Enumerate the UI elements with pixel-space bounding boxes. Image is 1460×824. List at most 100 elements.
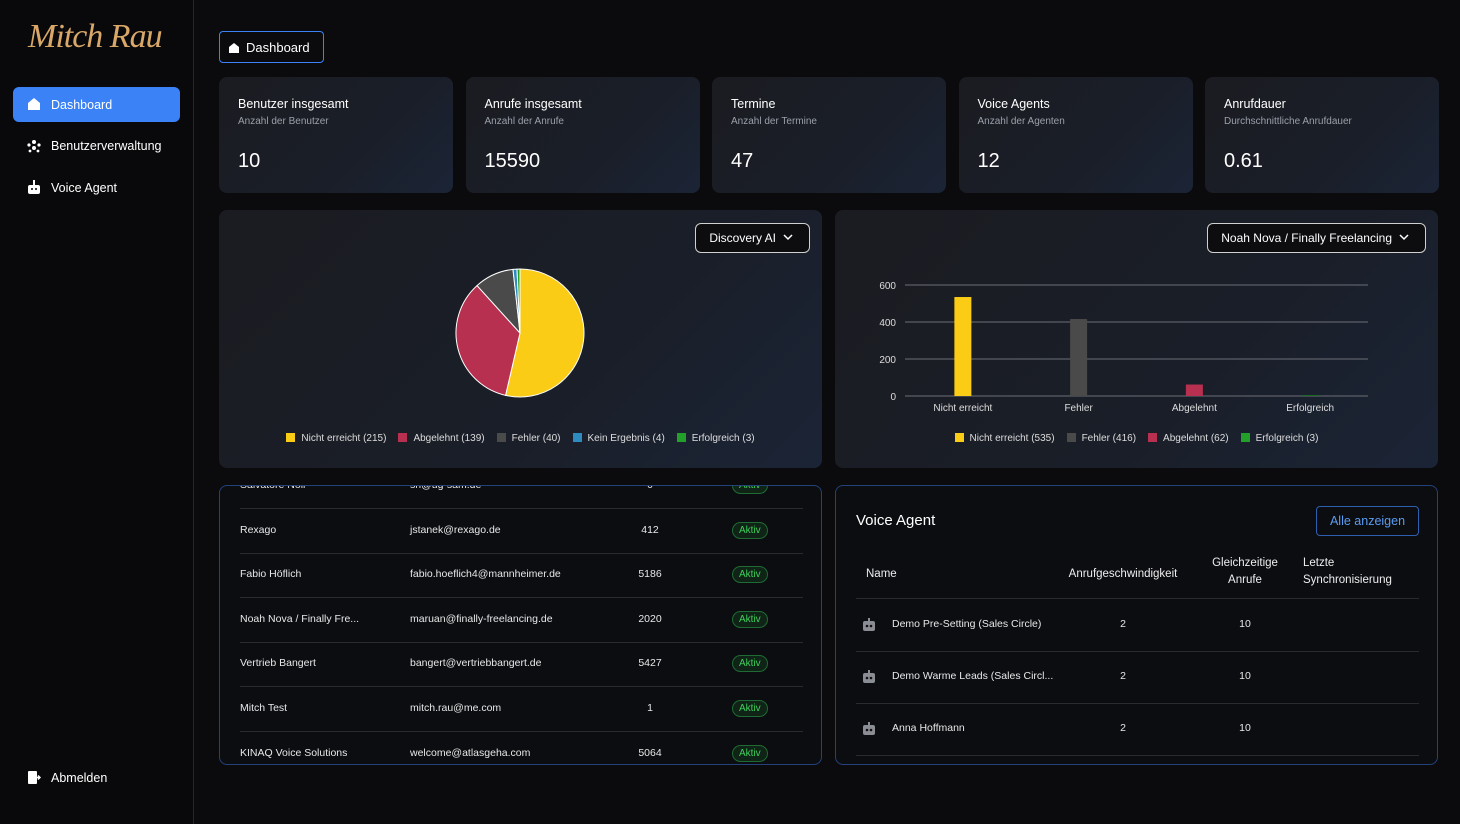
logout[interactable]: Abmelden bbox=[13, 760, 180, 795]
header-divider bbox=[856, 598, 1419, 599]
section-title: Voice Agent bbox=[856, 512, 936, 529]
stat-value: 47 bbox=[731, 150, 754, 172]
nav-label: Dashboard bbox=[51, 97, 113, 112]
cell: fabio.hoeflich4@mannheimer.de bbox=[410, 568, 561, 581]
nav-label: Benutzerverwaltung bbox=[51, 138, 162, 153]
nav-item[interactable]: Benutzerverwaltung bbox=[13, 128, 180, 163]
show-all-button[interactable]: Alle anzeigen bbox=[1316, 506, 1419, 536]
stat-title: Benutzer insgesamt bbox=[238, 97, 349, 111]
row-divider bbox=[240, 552, 803, 554]
cell: Vertrieb Bangert bbox=[240, 657, 316, 670]
stat-card: Anrufdauer Durchschnittliche Anrufdauer 0.… bbox=[1205, 77, 1439, 193]
dropdown[interactable]: Discovery AI bbox=[695, 223, 810, 253]
column-header: Letzte Synchronisierung bbox=[1303, 557, 1392, 586]
stat-card: Anrufe insgesamt Anzahl der Anrufe 15590 bbox=[465, 77, 700, 193]
cell: Mitch Test bbox=[240, 702, 288, 714]
stat-subtitle: Anzahl der Anrufe bbox=[484, 116, 565, 127]
legend-item: Kein Ergebnis (4) bbox=[572, 433, 665, 444]
nav-item[interactable]: Voice Agent bbox=[13, 170, 180, 205]
bar-card: Noah Nova / Finally Freelancing Nicht er… bbox=[835, 210, 1438, 468]
nav-item[interactable]: Dashboard bbox=[13, 87, 180, 122]
users-table: Salvatore Noli sn@ug-sam.de 0 Aktiv Rexago js… bbox=[219, 485, 822, 765]
cell: Anna Hoffmann bbox=[892, 722, 965, 734]
dropdown[interactable]: Noah Nova / Finally Freelancing bbox=[1207, 223, 1426, 253]
legend-label: Nicht erreicht (535) bbox=[969, 433, 1055, 444]
stat-value: 15590 bbox=[484, 150, 541, 172]
icon bbox=[28, 771, 41, 784]
stat-subtitle: Anzahl der Termine bbox=[731, 116, 817, 127]
cell: Fabio Höflich bbox=[240, 568, 302, 581]
legend-label: Fehler (40) bbox=[511, 433, 561, 444]
legend-label: Erfolgreich (3) bbox=[1255, 433, 1319, 444]
robot-icon bbox=[863, 618, 875, 631]
legend-label: Abgelehnt (139) bbox=[413, 433, 485, 444]
robot-icon bbox=[863, 670, 875, 683]
legend-swatch bbox=[496, 433, 506, 442]
legend-swatch bbox=[954, 433, 964, 442]
status-badge: Aktiv bbox=[732, 566, 768, 584]
legend-item: Fehler (416) bbox=[1066, 433, 1137, 444]
cell: 5427 bbox=[638, 657, 662, 670]
row-divider bbox=[240, 641, 803, 643]
logo: Mitch Rau bbox=[28, 18, 163, 55]
icon bbox=[27, 140, 41, 153]
legend-swatch bbox=[1240, 433, 1250, 442]
stat-value: 0.61 bbox=[1224, 150, 1263, 172]
status-badge: Aktiv bbox=[732, 486, 768, 494]
cell: 2020 bbox=[638, 612, 662, 625]
legend-item: Erfolgreich (3) bbox=[676, 433, 755, 444]
row-divider bbox=[856, 755, 1419, 756]
pie-card: Discovery AI Nicht erreicht (215) Abgeleh… bbox=[219, 210, 822, 468]
cell: welcome@atlasgeha.com bbox=[410, 746, 531, 759]
status-badge: Aktiv bbox=[732, 521, 768, 539]
status-badge: Aktiv bbox=[732, 655, 768, 673]
column-header: Gleichzeitige Anrufe bbox=[1212, 557, 1278, 586]
row-divider bbox=[240, 731, 803, 732]
stat-subtitle: Anzahl der Benutzer bbox=[238, 116, 329, 127]
stat-card: Termine Anzahl der Termine 47 bbox=[712, 77, 946, 193]
status-badge: Aktiv bbox=[732, 610, 768, 628]
chevron bbox=[783, 234, 793, 241]
legend-label: Kein Ergebnis (4) bbox=[587, 433, 665, 444]
stat-title: Anrufdauer bbox=[1224, 97, 1286, 111]
legend-swatch bbox=[398, 433, 408, 442]
legend-item: Nicht erreicht (535) bbox=[954, 433, 1055, 444]
cell: 412 bbox=[641, 523, 659, 536]
icon bbox=[229, 43, 239, 53]
button-label: Dashboard bbox=[246, 39, 310, 55]
column-header: Name bbox=[866, 568, 897, 580]
stat-title: Anrufe insgesamt bbox=[484, 97, 582, 111]
cell: 10 bbox=[1239, 670, 1251, 682]
legend-item: Abgelehnt (62) bbox=[1148, 433, 1229, 444]
legend-item: Erfolgreich (3) bbox=[1240, 433, 1319, 444]
cell: 0 bbox=[647, 485, 653, 491]
status-badge: Aktiv bbox=[732, 700, 768, 717]
legend-label: Erfolgreich (3) bbox=[691, 433, 755, 444]
legend-item: Abgelehnt (139) bbox=[398, 433, 485, 444]
cell: 1 bbox=[647, 702, 653, 714]
legend-swatch bbox=[1066, 433, 1076, 442]
cell: 10 bbox=[1239, 618, 1251, 630]
dropdown-label: Discovery AI bbox=[709, 231, 776, 245]
legend-swatch bbox=[572, 433, 582, 442]
legend-swatch bbox=[1148, 433, 1158, 442]
cell: 5186 bbox=[638, 568, 662, 581]
sidebar: Mitch Rau Dashboard Benutzerverwaltung V… bbox=[0, 0, 194, 824]
row-divider bbox=[856, 703, 1419, 704]
legend-label: Abgelehnt (62) bbox=[1163, 433, 1229, 444]
legend: Nicht erreicht (215) Abgelehnt (139) Fehle… bbox=[219, 433, 822, 444]
stat-value: 10 bbox=[238, 150, 261, 172]
cell: 2 bbox=[1120, 722, 1126, 734]
legend-label: Fehler (416) bbox=[1081, 433, 1137, 444]
legend-item: Nicht erreicht (215) bbox=[286, 433, 386, 444]
cell: Demo Warme Leads (Sales Circl... bbox=[892, 670, 1054, 682]
nav-label: Voice Agent bbox=[51, 180, 118, 195]
cell: mitch.rau@me.com bbox=[410, 702, 502, 714]
row-divider bbox=[240, 686, 803, 688]
status-badge: Aktiv bbox=[732, 744, 768, 762]
breadcrumb-button[interactable]: Dashboard bbox=[219, 31, 324, 63]
column-header: Anrufgeschwindigkeit bbox=[1068, 568, 1178, 580]
robot-icon bbox=[863, 722, 875, 735]
cell: KINAQ Voice Solutions bbox=[240, 746, 348, 759]
